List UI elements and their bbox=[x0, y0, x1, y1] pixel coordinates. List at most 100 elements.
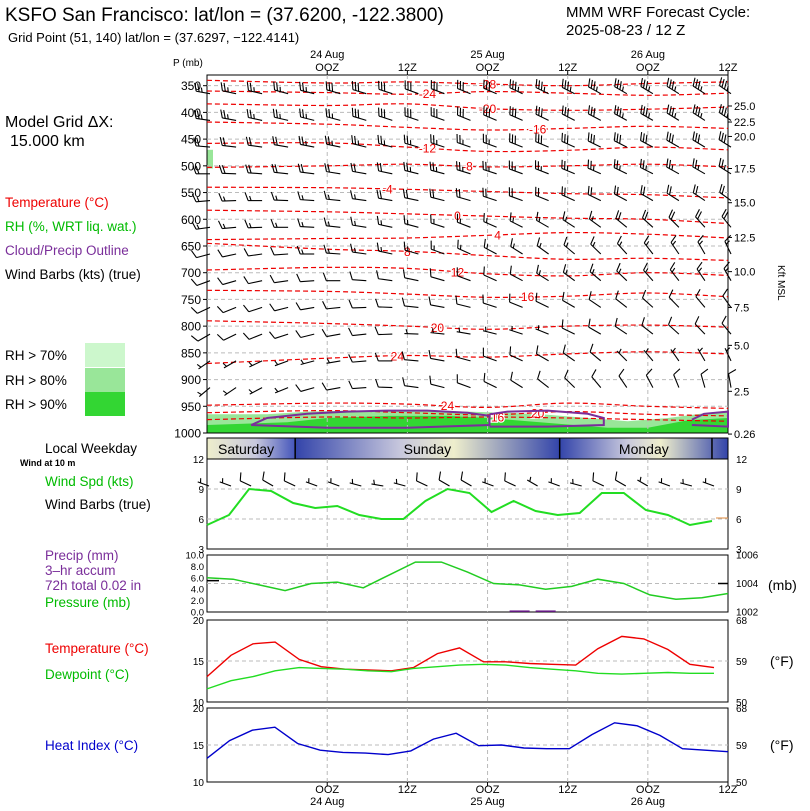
wind-barb bbox=[242, 332, 263, 340]
wind-barb bbox=[667, 316, 680, 335]
temperature-contour-label: -4 bbox=[382, 182, 393, 196]
wind-barb bbox=[696, 261, 706, 282]
wind-barb bbox=[323, 190, 341, 202]
wind-barb bbox=[692, 77, 706, 95]
wind-barb bbox=[535, 133, 549, 148]
wind-barb bbox=[482, 326, 497, 335]
height-tick-label: 22.5 bbox=[734, 117, 755, 129]
wind-barb bbox=[721, 208, 732, 228]
wind-barb bbox=[695, 209, 706, 228]
temperature-contour-line bbox=[206, 231, 729, 241]
y-tick-label-right: 59 bbox=[736, 741, 748, 752]
wind-barb bbox=[222, 360, 237, 369]
wind-barb bbox=[562, 291, 575, 308]
wind-barb bbox=[403, 134, 419, 148]
wind-barb bbox=[723, 261, 732, 281]
wind-barb bbox=[456, 133, 471, 148]
wind-barbs-legend: Wind Barbs (true) bbox=[45, 497, 151, 512]
y-tick-label: 10 bbox=[193, 778, 205, 789]
wind-barb bbox=[670, 347, 680, 362]
bottom-time-label: 12Z bbox=[398, 784, 417, 796]
wind-barb bbox=[645, 368, 654, 388]
forecast-cycle-label: MMM WRF Forecast Cycle: bbox=[566, 4, 751, 21]
precip-pressure-plot: 0.02.04.06.08.010.0 1002 1004 1006 (mb) bbox=[186, 551, 797, 619]
wind-barb bbox=[508, 160, 523, 175]
time-tick-label: OOZ bbox=[636, 62, 660, 74]
wind-barb bbox=[587, 185, 602, 202]
wind-barb bbox=[191, 250, 211, 259]
wind-barb bbox=[510, 371, 523, 389]
cross-section-plot: 3504004505005506006507007508008509009501… bbox=[173, 49, 786, 441]
weekday-label: Saturday bbox=[218, 441, 274, 457]
rh-legend-label-80: RH > 80% bbox=[5, 373, 67, 388]
y-tick-label-right: 6 bbox=[736, 515, 742, 526]
wind-barb bbox=[272, 108, 289, 121]
wind-barb bbox=[510, 238, 523, 255]
surface-wind-barb bbox=[526, 476, 538, 487]
wind-barb bbox=[428, 349, 445, 362]
wind-barb bbox=[561, 159, 575, 175]
y-tick-label: 15 bbox=[193, 657, 205, 668]
wind-barb bbox=[430, 328, 445, 335]
wind-barb bbox=[509, 106, 523, 121]
model-grid-value: 15.000 km bbox=[10, 133, 85, 150]
forecast-cycle-value: 2025-08-23 / 12 Z bbox=[566, 22, 686, 39]
wind-barb bbox=[695, 288, 706, 308]
wind-barb bbox=[374, 326, 393, 336]
wind-barb bbox=[375, 378, 393, 389]
wind-barb bbox=[666, 131, 680, 148]
wind-barb bbox=[350, 243, 367, 255]
wind-barb bbox=[561, 186, 575, 202]
wind-barb bbox=[640, 77, 654, 95]
wind-barb bbox=[587, 132, 602, 148]
wind-barb bbox=[325, 81, 341, 95]
wind-barb bbox=[269, 274, 289, 284]
weekday-label: Monday bbox=[619, 441, 669, 457]
wind-barb bbox=[243, 248, 263, 257]
wind-barb bbox=[669, 262, 680, 282]
wind-barb bbox=[482, 133, 497, 148]
cloud-outline bbox=[489, 409, 605, 428]
wind-barb bbox=[509, 212, 523, 228]
wind-barb bbox=[535, 79, 549, 95]
wind-barb bbox=[455, 348, 471, 362]
wind-barb bbox=[589, 263, 602, 282]
wind-barb bbox=[697, 234, 706, 255]
y-tick-label-right: 68 bbox=[736, 704, 748, 715]
surface-wind-barb bbox=[504, 472, 516, 487]
y-tick-label: 15 bbox=[193, 741, 205, 752]
wind-barb bbox=[456, 327, 471, 335]
wind-barb bbox=[222, 387, 237, 396]
bottom-time-label: 12Z bbox=[719, 784, 738, 796]
wind-barb bbox=[588, 210, 602, 228]
wind-barb bbox=[217, 277, 237, 286]
surface-wind-barb bbox=[371, 479, 384, 487]
temperature-contour-line bbox=[206, 103, 729, 111]
wind-barb bbox=[350, 162, 367, 175]
wind-barb bbox=[297, 218, 315, 228]
wind-barb bbox=[218, 165, 237, 175]
wind-barb bbox=[483, 106, 497, 121]
wind-barb bbox=[700, 368, 709, 388]
wind-barb bbox=[322, 272, 341, 282]
wind-barb bbox=[321, 382, 341, 391]
height-tick-label: 15.0 bbox=[734, 198, 755, 210]
wind-barb bbox=[641, 289, 654, 308]
pressure-tick-label: 700 bbox=[181, 266, 201, 280]
wind-barb bbox=[536, 237, 549, 255]
wind-barb bbox=[402, 269, 419, 282]
wind-barb bbox=[348, 327, 367, 337]
precip-accum-legend: 3–hr accum bbox=[45, 563, 116, 578]
wind-barb bbox=[299, 81, 315, 95]
wind-barb bbox=[639, 158, 654, 175]
precip-tick-label: 2.0 bbox=[191, 596, 204, 607]
wind-barb bbox=[376, 162, 393, 175]
wind-barb bbox=[482, 160, 497, 175]
y-tick-label: 10 bbox=[193, 698, 205, 709]
wind-barb bbox=[455, 188, 471, 202]
wind-barb bbox=[587, 105, 602, 121]
wind-barb bbox=[535, 345, 549, 362]
rh-legend-label-70: RH > 70% bbox=[5, 348, 67, 363]
wind-barb bbox=[456, 79, 471, 95]
height-tick-label: 7.5 bbox=[734, 302, 749, 314]
